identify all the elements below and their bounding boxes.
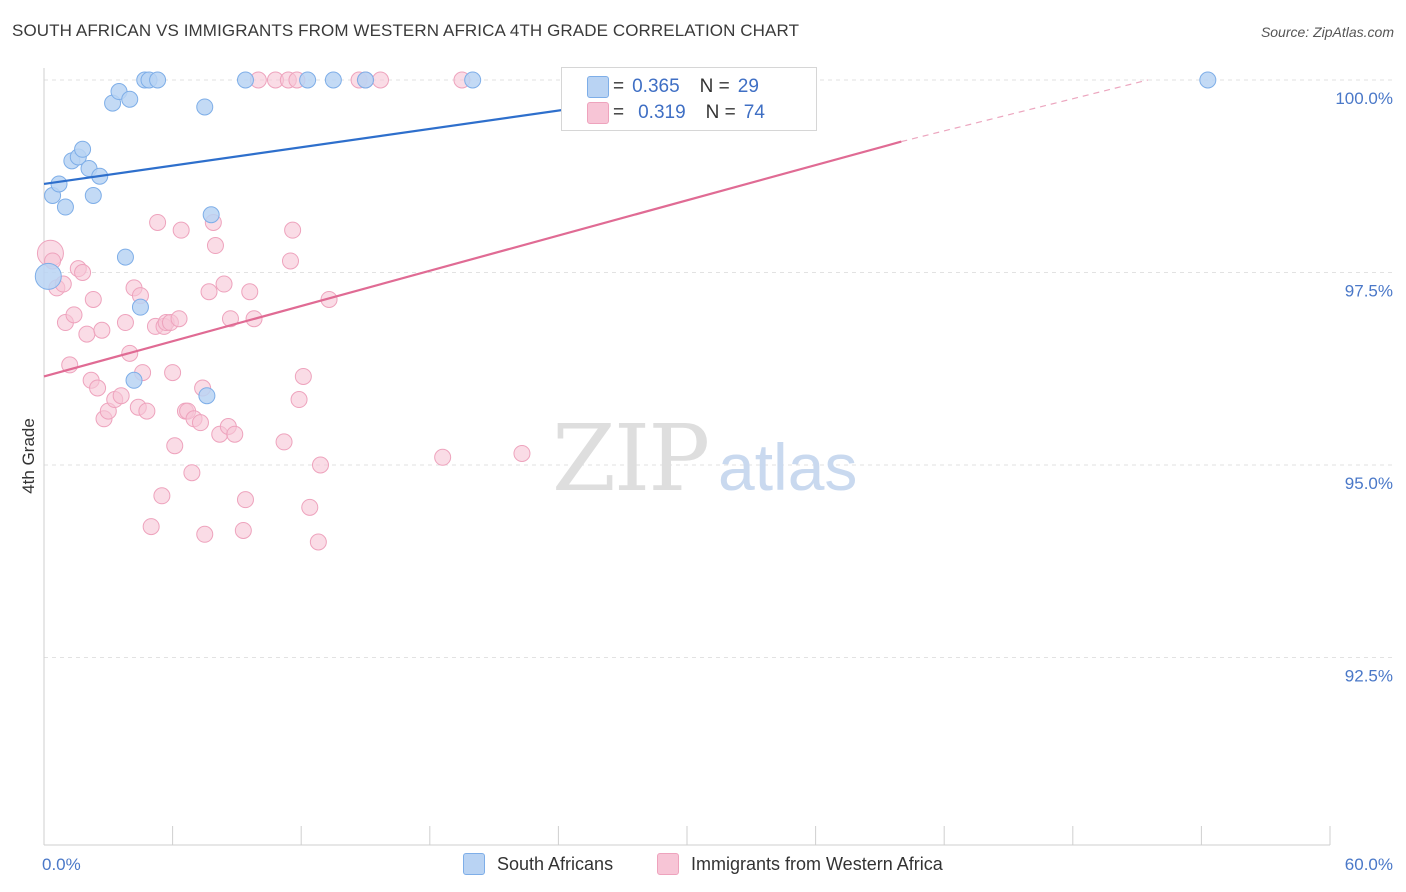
legend-row-western-africa: R = 0.319 N = 74 [587, 101, 765, 125]
south-africans-point [202, 206, 220, 224]
western-africa-point [234, 521, 252, 539]
south-africans-point [357, 71, 374, 89]
western-africa-point [112, 387, 130, 405]
western-africa-point [311, 456, 329, 474]
south-africans-point [464, 71, 482, 89]
y-tick-label: 97.5% [1345, 282, 1393, 301]
south-africans-point [149, 71, 167, 89]
south-africans-point [299, 71, 317, 89]
south-africans-point [116, 248, 134, 266]
watermark-atlas: atlas [718, 430, 857, 504]
western-africa-point [93, 321, 111, 339]
western-africa-point [172, 221, 190, 239]
western-africa-point [372, 71, 390, 89]
trend-line-western-africa [43, 140, 902, 378]
western-africa-point [200, 283, 218, 301]
western-africa-point [281, 252, 299, 270]
western-africa-point [166, 437, 184, 455]
tick-labels: 92.5% 95.0% 97.5% 100.0% 0.0% 60.0% 4th Grade [19, 89, 1393, 874]
south-africans-point [34, 262, 62, 290]
western-africa-point [191, 414, 209, 432]
south-africans-point [131, 298, 149, 316]
y-tick-label: 95.0% [1345, 474, 1393, 493]
south-africans-point [84, 187, 102, 204]
western-africa-point [215, 275, 233, 293]
western-africa-point [206, 237, 224, 255]
western-africa-point [275, 433, 293, 451]
south-africans-point [236, 71, 254, 89]
western-africa-point [434, 448, 452, 466]
watermark: ZIP atlas [552, 405, 857, 512]
south-africans-point [198, 387, 216, 405]
watermark-zip: ZIP [552, 405, 708, 512]
chart-source: Source: ZipAtlas.com [1260, 24, 1394, 40]
legend-swatch-blue [463, 853, 485, 875]
western-africa-point [183, 464, 201, 482]
western-africa-point [294, 367, 312, 385]
south-africans-point [50, 175, 68, 193]
western-africa-point [301, 498, 319, 516]
western-africa-point [74, 264, 92, 281]
legend-item-south-africans[interactable]: South Africans [463, 852, 613, 876]
western-africa-point [236, 491, 254, 509]
western-africa-point [241, 283, 259, 301]
y-tick-label: 92.5% [1345, 667, 1393, 686]
axes [43, 68, 1331, 846]
legend-n-value: 74 [743, 102, 765, 123]
western-africa-point [149, 213, 167, 231]
legend-swatch-pink [587, 102, 609, 124]
legend-swatch-blue [587, 76, 609, 98]
south-africans-point [74, 140, 92, 158]
chart-title: SOUTH AFRICAN VS IMMIGRANTS FROM WESTERN… [12, 21, 800, 40]
y-axis-label: 4th Grade [19, 418, 38, 494]
x-tick-label: 60.0% [1345, 855, 1393, 874]
western-africa-point [78, 325, 96, 343]
legend-r-value: 0.365 [632, 76, 680, 97]
south-africans-point [56, 198, 74, 216]
gridlines [44, 79, 1392, 658]
western-africa-point [89, 379, 107, 397]
legend-label-western-africa: Immigrants from Western Africa [691, 853, 943, 874]
legend-n-value: 29 [737, 76, 759, 97]
south-africans-point [1199, 71, 1217, 89]
western-africa-point [65, 306, 83, 324]
legend-label-south-africans: South Africans [497, 853, 614, 874]
western-africa-point [142, 518, 160, 536]
x-tick-label: 0.0% [42, 855, 81, 874]
legend-row-south-africans: R = 0.365 N = 29 [587, 75, 759, 99]
legend-n-label: N = [705, 102, 736, 123]
western-africa-point [196, 525, 214, 543]
western-africa-point [309, 533, 327, 551]
legend-n-label: N = [699, 76, 730, 97]
legend-swatch-pink [657, 853, 679, 875]
western-africa-point [290, 391, 308, 409]
legend-item-western-africa[interactable]: Immigrants from Western Africa [657, 852, 943, 876]
trend-line-western-africa-extension [901, 79, 1148, 143]
western-africa-point [170, 310, 188, 328]
western-africa-point [226, 425, 244, 443]
y-tick-label: 100.0% [1335, 89, 1393, 108]
south-africans-point [121, 90, 139, 108]
south-africans-point [324, 71, 342, 89]
western-africa-point [153, 487, 171, 505]
western-africa-point [284, 221, 302, 239]
western-africa-point [84, 290, 102, 308]
legend-r-value: 0.319 [638, 102, 686, 123]
western-africa-point [513, 444, 531, 462]
western-africa-point [221, 310, 239, 328]
south-africans-point [125, 371, 143, 389]
western-africa-point [116, 314, 134, 332]
western-africa-point [164, 364, 182, 382]
correlation-legend: R = 0.365 N = 29 R = 0.319 N = 74 [561, 67, 817, 131]
western-africa-point [138, 402, 156, 420]
south-africans-point [196, 98, 214, 116]
